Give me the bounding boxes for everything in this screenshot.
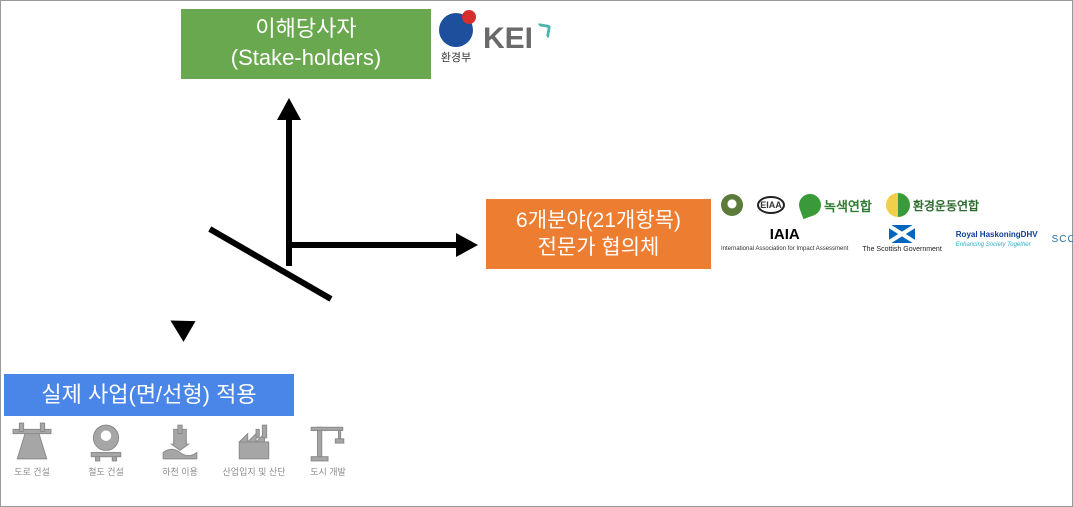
olive-wreath-logo bbox=[721, 194, 743, 216]
industry-icon: 산업입지 및 산단 bbox=[226, 421, 282, 478]
moe-logo-mark bbox=[439, 13, 473, 47]
right-logos-row2: IAIA International Association for Impac… bbox=[721, 225, 1061, 253]
stakeholders-line2: (Stake-holders) bbox=[231, 44, 381, 73]
stakeholders-line1: 이해당사자 bbox=[255, 15, 356, 44]
project-type-icons: 도로 건설 철도 건설 하천 이용 산업입지 및 산단 도시 개발 bbox=[4, 421, 356, 478]
saltire-icon bbox=[889, 225, 915, 243]
eiaa-icon: EIAA bbox=[757, 196, 785, 214]
top-logos-group: 환경부 KEI bbox=[439, 13, 550, 65]
swirl-icon bbox=[886, 193, 910, 217]
moe-logo: 환경부 bbox=[439, 13, 473, 65]
three-axis-arrows bbox=[231, 86, 491, 346]
river-icon: 하천 이용 bbox=[152, 421, 208, 478]
right-logos-group: EIAA 녹색연합 환경운동연합 IAIA International Asso… bbox=[721, 193, 1061, 253]
crane-icon: 도시 개발 bbox=[300, 421, 356, 478]
royal-haskoning-logo: Royal HaskoningDHV Enhancing Society Tog… bbox=[956, 231, 1038, 248]
green-union-logo: 녹색연합 bbox=[799, 194, 872, 216]
scottish-gov-logo: The Scottish Government bbox=[862, 225, 941, 253]
experts-box: 6개분야(21개항목) 전문가 협의체 bbox=[486, 199, 711, 269]
right-logos-row1: EIAA 녹색연합 환경운동연합 bbox=[721, 193, 1061, 217]
eiaa-logo: EIAA bbox=[757, 196, 785, 214]
apply-box: 실제 사업(면/선형) 적용 bbox=[4, 374, 294, 416]
experts-line2: 전문가 협의체 bbox=[538, 234, 660, 261]
stakeholders-box: 이해당사자 (Stake-holders) bbox=[181, 9, 431, 79]
iaia-logo: IAIA International Association for Impac… bbox=[721, 226, 848, 252]
kei-label: KEI bbox=[483, 22, 533, 56]
rail-icon: 철도 건설 bbox=[78, 421, 134, 478]
kei-logo: KEI bbox=[483, 22, 550, 56]
leaf-icon bbox=[796, 191, 824, 219]
scottish-futures-trust-logo: SCOTTISH FUTURES TRUST bbox=[1052, 234, 1073, 245]
olive-wreath-icon bbox=[721, 194, 743, 216]
experts-line1: 6개분야(21개항목) bbox=[516, 207, 681, 234]
env-movement-logo: 환경운동연합 bbox=[886, 193, 979, 217]
kei-logo-mark bbox=[535, 23, 551, 39]
road-icon: 도로 건설 bbox=[4, 421, 60, 478]
moe-label: 환경부 bbox=[441, 49, 471, 65]
apply-line1: 실제 사업(면/선형) 적용 bbox=[41, 381, 256, 410]
